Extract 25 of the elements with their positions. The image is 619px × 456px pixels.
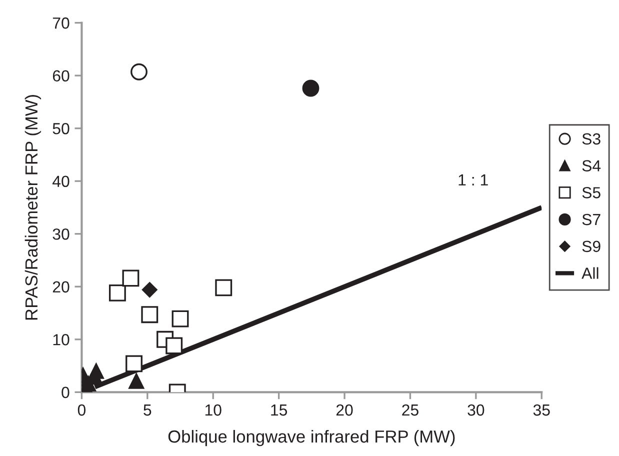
x-tick-label: 0: [78, 404, 86, 416]
x-tick-label: 25: [402, 404, 418, 416]
legend-label: All: [582, 267, 598, 279]
x-tick-label: 30: [468, 404, 484, 416]
legend-label: S5: [582, 187, 600, 198]
legend-label: S4: [582, 160, 601, 172]
y-tick-label: 30: [52, 228, 70, 240]
x-tick-label: 35: [533, 404, 550, 416]
legend-label: S7: [582, 214, 600, 226]
legend-label: S3: [582, 133, 600, 145]
y-tick-label: 10: [53, 334, 70, 346]
y-tick-label: 50: [52, 122, 70, 134]
annotation: 1 : 1: [458, 174, 488, 186]
x-tick-label: 20: [336, 404, 353, 416]
legend-label: S9: [582, 240, 600, 252]
x-axis-title: Oblique longwave infrared FRP (MW): [168, 430, 455, 446]
y-tick-label: 70: [52, 17, 70, 29]
x-tick-label: 5: [144, 404, 152, 416]
y-tick-label: 0: [62, 386, 70, 398]
y-axis-title: RPAS/Radiometer FRP (MW): [24, 95, 42, 320]
y-tick-label: 40: [52, 176, 70, 188]
x-tick-label: 10: [205, 404, 222, 416]
y-tick-label: 60: [52, 70, 70, 82]
y-tick-label: 20: [52, 281, 70, 293]
x-tick-label: 15: [271, 404, 288, 416]
